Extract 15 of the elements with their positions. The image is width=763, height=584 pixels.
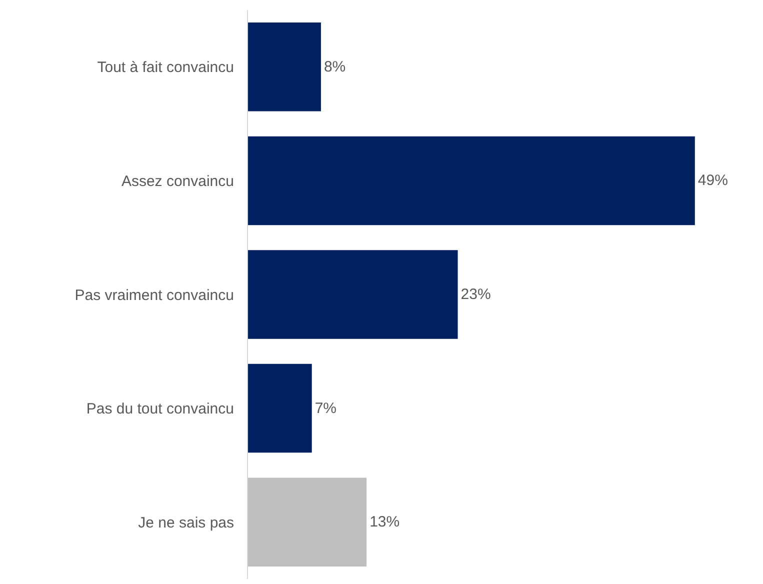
bar: [248, 22, 321, 112]
data-label: 8%: [324, 58, 346, 76]
y-tick-label: Tout à fait convaincu: [97, 59, 234, 76]
y-tick-label: Pas du tout convaincu: [86, 400, 234, 418]
bar: [248, 364, 312, 453]
data-label: 13%: [370, 514, 400, 531]
y-tick-label: Je ne sais pas: [138, 514, 234, 532]
bar: [248, 250, 458, 339]
data-label: 49%: [698, 172, 728, 190]
bar: [248, 136, 695, 226]
data-label: 23%: [460, 286, 491, 303]
y-tick-label: Pas vraiment convaincu: [74, 286, 234, 304]
y-tick-label: Assez convaincu: [121, 172, 234, 190]
data-label: 7%: [314, 400, 337, 417]
bar: [248, 478, 367, 566]
